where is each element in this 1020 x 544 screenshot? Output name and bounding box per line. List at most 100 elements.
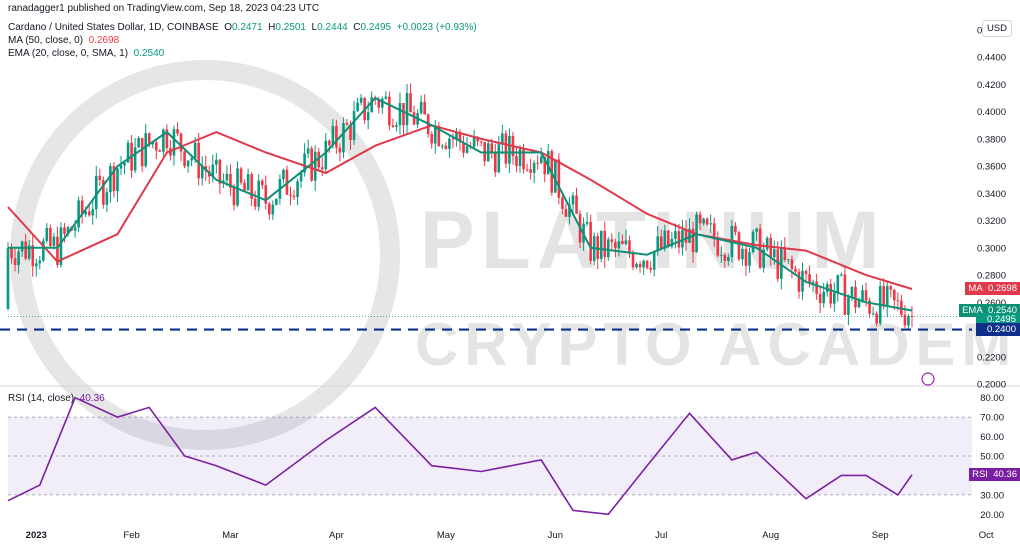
candle-body: [712, 223, 716, 240]
rsi-badge-label: RSI: [972, 469, 988, 481]
candle-body: [532, 162, 536, 173]
candle-body: [342, 123, 345, 153]
candle-body: [568, 204, 571, 217]
candle: [246, 168, 250, 191]
candle: [112, 162, 116, 198]
candle-body: [162, 129, 165, 152]
ema-legend-label: EMA (20, close, 0, SMA, 1): [8, 48, 129, 59]
candle: [875, 311, 878, 327]
candle: [448, 135, 451, 158]
candle: [501, 124, 504, 155]
candle-body: [751, 231, 755, 253]
candle: [243, 179, 246, 191]
candle-body: [155, 142, 158, 151]
candle-body: [628, 240, 631, 254]
candle: [885, 280, 889, 318]
candle: [165, 124, 169, 153]
candle-body: [663, 230, 667, 249]
ma-legend[interactable]: MA (50, close, 0) 0.2698: [8, 34, 119, 47]
candle: [395, 121, 398, 132]
candle: [818, 285, 822, 314]
candle: [652, 250, 656, 277]
candle-body: [847, 297, 850, 315]
candle: [94, 165, 98, 219]
candle: [398, 92, 402, 135]
ma-legend-label: MA (50, close, 0): [8, 35, 84, 46]
candle-body: [218, 159, 222, 184]
candle-body: [109, 166, 112, 193]
currency-button[interactable]: USD: [981, 20, 1012, 37]
candle-body: [140, 138, 144, 167]
candle: [381, 96, 384, 114]
candle: [391, 118, 395, 128]
candle: [359, 94, 363, 106]
candle-body: [458, 131, 462, 143]
candle: [38, 255, 42, 270]
candle-body: [430, 134, 434, 144]
candle: [589, 214, 592, 265]
candle: [712, 217, 716, 247]
ema-legend[interactable]: EMA (20, close, 0, SMA, 1) 0.2540: [8, 47, 164, 60]
candle: [790, 255, 794, 279]
candle-body: [688, 228, 691, 243]
candle-body: [462, 142, 465, 153]
ma-legend-value: 0.2698: [88, 35, 120, 46]
candle-body: [603, 230, 607, 258]
candle-body: [674, 231, 677, 239]
candle-body: [377, 99, 381, 108]
candle: [91, 200, 95, 225]
time-tick-0: 2023: [26, 530, 47, 541]
rsi-tick-2: 60.00: [980, 432, 1004, 443]
candle-body: [772, 249, 776, 258]
candle: [758, 223, 762, 270]
candle-body: [476, 137, 479, 142]
candle-body: [66, 227, 70, 235]
candle-body: [147, 133, 151, 145]
candle: [546, 143, 550, 175]
candle-body: [472, 137, 476, 147]
candle: [388, 91, 391, 131]
rsi-legend[interactable]: RSI (14, close) 40.36: [8, 392, 105, 405]
candle-body: [441, 145, 444, 147]
candle: [320, 157, 324, 177]
candle-body: [765, 237, 769, 250]
candle: [158, 148, 162, 152]
candle: [871, 306, 875, 316]
candle: [638, 260, 642, 273]
candle: [737, 230, 741, 262]
candle-body: [614, 242, 617, 249]
candle: [504, 130, 508, 168]
candle: [260, 178, 264, 189]
candle-body: [455, 131, 458, 139]
candle-body: [818, 293, 822, 304]
candle: [734, 222, 737, 236]
candle: [186, 160, 190, 173]
candle: [794, 265, 797, 274]
candle: [748, 247, 751, 273]
candle-body: [268, 203, 271, 215]
candle: [635, 262, 638, 269]
candle: [571, 192, 575, 215]
candle: [313, 145, 317, 192]
candle-body: [621, 241, 624, 245]
candle-body: [133, 147, 137, 171]
candle-body: [741, 248, 744, 260]
candle-body: [808, 274, 811, 283]
candle-body: [561, 197, 564, 209]
price-tick-2: 0.4200: [977, 80, 1006, 91]
candle: [268, 201, 271, 220]
time-tick-1: Feb: [123, 530, 139, 541]
candle-body: [822, 291, 825, 304]
price-tick-5: 0.3600: [977, 162, 1006, 173]
candle: [508, 128, 511, 174]
candle-body: [112, 166, 116, 192]
candle: [716, 231, 720, 258]
ema-badge-label: EMA: [962, 304, 983, 316]
candle-body: [144, 133, 148, 167]
candle-body: [197, 142, 200, 179]
price-tick-8: 0.3000: [977, 243, 1006, 254]
candle: [568, 196, 571, 225]
lightning-icon: [921, 372, 935, 386]
